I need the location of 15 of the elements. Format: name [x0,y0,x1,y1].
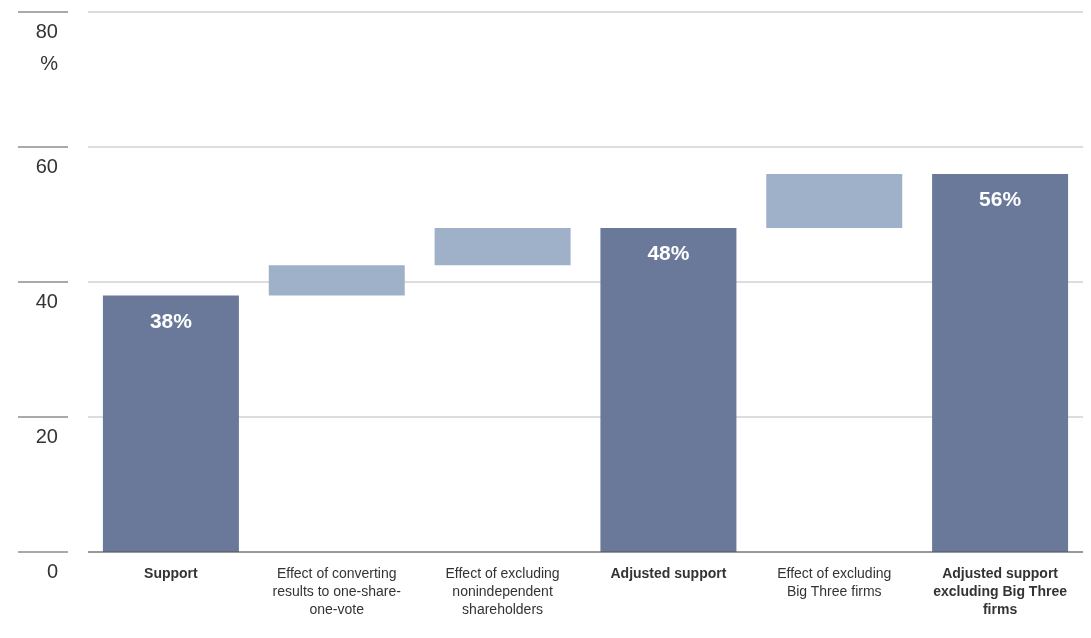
data-label: 38% [149,308,193,332]
x-tick-label: Support [144,565,199,581]
y-tick-label: 20 [35,425,58,447]
y-axis-title: % [40,52,59,74]
x-tick-label: Effect of excluding Big Three firms [777,565,892,599]
x-tick-label: Effect of converting results to one-share-one-vote [272,565,402,617]
x-tick-label: Effect of excluding nonindependent shareholders [445,565,560,617]
y-tick-label: 80 [35,20,58,42]
x-tick-label: Adjusted support [610,565,727,581]
y-tick-label: 0 [46,560,58,582]
data-label: 48% [647,241,690,264]
y-tick-label: 40 [35,290,58,312]
x-tick-label: Adjusted support excluding Big Three firms [933,565,1068,617]
y-tick-label: 60 [35,155,58,177]
data-label: 56% [979,187,1022,210]
